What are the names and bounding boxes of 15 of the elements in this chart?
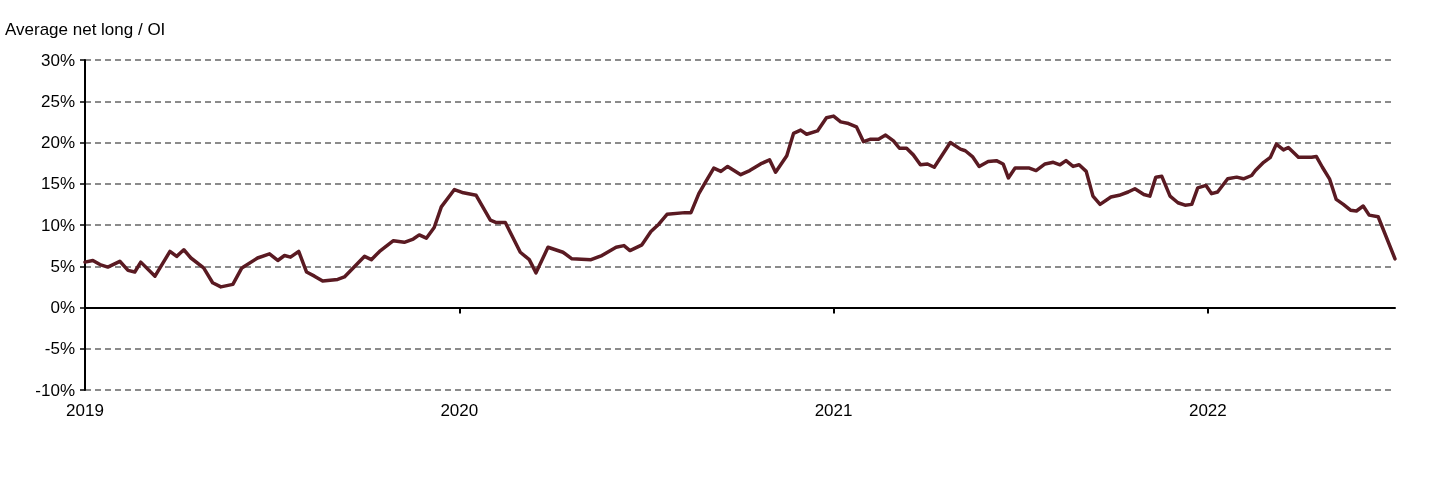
x-tick-label: 2020 xyxy=(440,401,479,420)
line-series xyxy=(83,114,1397,289)
y-tick-label: 20% xyxy=(40,133,75,152)
y-axis-title: Average net long / OI xyxy=(5,20,166,39)
y-tick-label: -10% xyxy=(35,380,75,400)
y-tick-label: 5% xyxy=(50,256,75,276)
y-tick-label: 30% xyxy=(40,50,75,70)
y-tick-label: -5% xyxy=(44,339,75,359)
y-tick-label: 25% xyxy=(40,91,75,111)
y-tick-label: 0% xyxy=(50,298,75,317)
y-tick-label: 10% xyxy=(40,215,75,235)
x-tick-label: 2021 xyxy=(814,401,853,420)
y-tick-label: 15% xyxy=(40,174,75,194)
x-tick-label: 2022 xyxy=(1188,401,1227,420)
x-tick-label: 2019 xyxy=(66,401,104,420)
